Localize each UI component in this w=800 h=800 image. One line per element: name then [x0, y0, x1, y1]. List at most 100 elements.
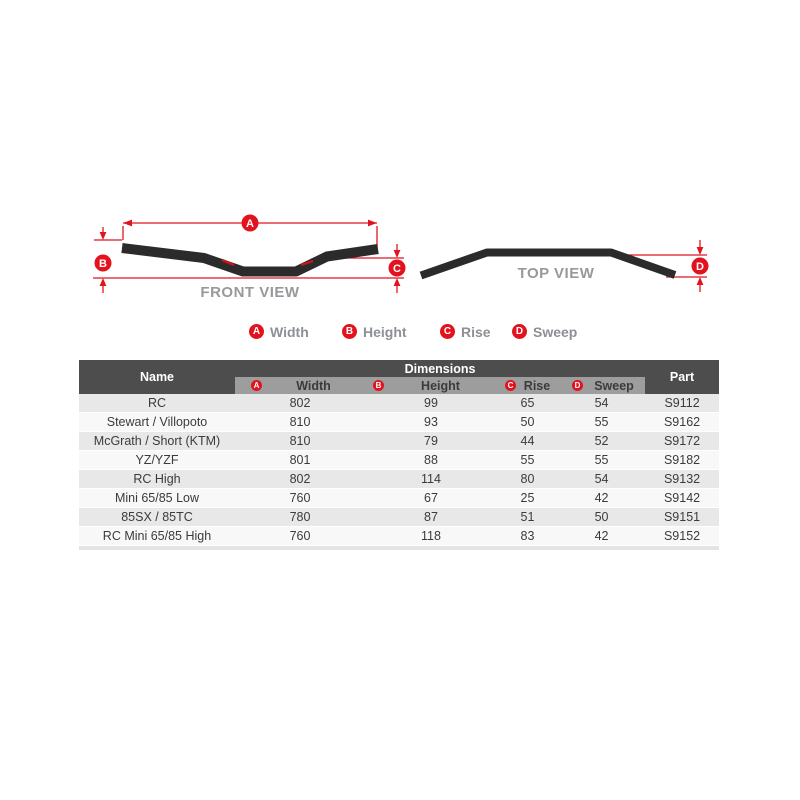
legend-item-height: B Height: [342, 323, 407, 340]
cell-name: RC High: [79, 469, 235, 489]
subheader-sweep: D Sweep: [558, 377, 646, 394]
cell-rise: 55: [497, 450, 558, 470]
cell-part: S9151: [645, 507, 720, 527]
spec-table-body: RC 802 99 65 54 S9112 Stewart / Villopot…: [79, 394, 720, 546]
subheader-label-rise: Rise: [523, 378, 551, 393]
spec-table: Name Dimensions Part A Width B Hei: [79, 360, 720, 550]
cell-width: 802: [235, 394, 365, 413]
table-row: RC 802 99 65 54 S9112: [79, 394, 720, 413]
cell-part: S9172: [645, 431, 720, 451]
top-view-label: TOP VIEW: [518, 265, 595, 282]
subheader-rise: C Rise: [497, 377, 558, 394]
cell-height: 87: [365, 507, 497, 527]
cell-name: RC Mini 65/85 High: [79, 526, 235, 546]
dim-a-badge: A: [246, 218, 254, 230]
cell-rise: 44: [497, 431, 558, 451]
cell-sweep: 54: [558, 394, 646, 413]
handlebar-logo-marks: [221, 258, 314, 267]
subheader-badge-d: D: [572, 380, 583, 391]
table-row: YZ/YZF 801 88 55 55 S9182: [79, 450, 720, 470]
cell-height: 88: [365, 450, 497, 470]
cell-rise: 80: [497, 469, 558, 489]
table-row: Stewart / Villopoto 810 93 50 55 S9162: [79, 412, 720, 432]
dim-b-badge: B: [99, 258, 107, 270]
legend-badge-d: D: [512, 324, 527, 339]
legend-item-width: A Width: [249, 323, 309, 340]
table-row: 85SX / 85TC 780 87 51 50 S9151: [79, 507, 720, 527]
subheader-width: A Width: [235, 377, 365, 394]
cell-rise: 25: [497, 488, 558, 508]
dim-d-badge: D: [696, 261, 704, 273]
cell-height: 118: [365, 526, 497, 546]
table-row: RC High 802 114 80 54 S9132: [79, 469, 720, 489]
table-row: McGrath / Short (KTM) 810 79 44 52 S9172: [79, 431, 720, 451]
dim-c-badge: C: [393, 263, 401, 275]
cell-sweep: 50: [558, 507, 646, 527]
cell-part: S9152: [645, 526, 720, 546]
front-view-handlebar: [121, 243, 379, 277]
cell-sweep: 55: [558, 450, 646, 470]
subheader-label-sweep: Sweep: [594, 378, 634, 393]
legend-badge-c: C: [440, 324, 455, 339]
legend-label-width: Width: [270, 323, 309, 340]
front-view-dimension-lines: [93, 222, 404, 293]
cell-width: 760: [235, 526, 365, 546]
cell-width: 810: [235, 412, 365, 432]
cell-part: S9132: [645, 469, 720, 489]
cell-height: 114: [365, 469, 497, 489]
cell-rise: 51: [497, 507, 558, 527]
cell-name: RC: [79, 394, 235, 413]
table-row: RC Mini 65/85 High 760 118 83 42 S9152: [79, 526, 720, 546]
subheader-label-height: Height: [421, 378, 460, 393]
subheader-badge-a: A: [251, 380, 262, 391]
cell-part: S9112: [645, 394, 720, 413]
cell-name: YZ/YZF: [79, 450, 235, 470]
cell-part: S9182: [645, 450, 720, 470]
cell-rise: 65: [497, 394, 558, 413]
subheader-badge-b: B: [373, 380, 384, 391]
cell-part: S9162: [645, 412, 720, 432]
column-header-name: Name: [79, 360, 235, 394]
subheader-badge-c: C: [505, 380, 516, 391]
cell-width: 802: [235, 469, 365, 489]
cell-width: 760: [235, 488, 365, 508]
table-row: Mini 65/85 Low 760 67 25 42 S9142: [79, 488, 720, 508]
cell-height: 99: [365, 394, 497, 413]
legend-badge-a: A: [249, 324, 264, 339]
top-view-arrowheads: [696, 247, 704, 285]
cell-rise: 50: [497, 412, 558, 432]
legend-item-sweep: D Sweep: [512, 323, 577, 340]
cell-height: 67: [365, 488, 497, 508]
top-view-handlebar: [419, 248, 677, 280]
dimension-legend: A Width B Height C Rise D Sweep: [0, 323, 800, 340]
cell-sweep: 54: [558, 469, 646, 489]
cell-width: 810: [235, 431, 365, 451]
cell-sweep: 55: [558, 412, 646, 432]
legend-badge-b: B: [342, 324, 357, 339]
cell-width: 780: [235, 507, 365, 527]
cell-part: S9142: [645, 488, 720, 508]
column-header-dimensions: Dimensions: [235, 360, 646, 377]
legend-label-sweep: Sweep: [533, 323, 578, 340]
front-view-arrowheads: [99, 219, 401, 286]
subheader-label-width: Width: [296, 378, 331, 393]
cell-rise: 83: [497, 526, 558, 546]
dimension-badges: A B C D: [94, 214, 709, 277]
cell-height: 79: [365, 431, 497, 451]
cell-width: 801: [235, 450, 365, 470]
cell-name: Mini 65/85 Low: [79, 488, 235, 508]
legend-label-rise: Rise: [461, 323, 491, 340]
cell-name: McGrath / Short (KTM): [79, 431, 235, 451]
cell-sweep: 52: [558, 431, 646, 451]
cell-name: 85SX / 85TC: [79, 507, 235, 527]
front-view-label: FRONT VIEW: [200, 284, 300, 301]
column-header-part: Part: [645, 360, 720, 394]
cell-height: 93: [365, 412, 497, 432]
subheader-height: B Height: [365, 377, 497, 394]
table-bottom-strip: [79, 546, 719, 550]
legend-item-rise: C Rise: [440, 323, 491, 340]
legend-label-height: Height: [363, 323, 407, 340]
cell-sweep: 42: [558, 526, 646, 546]
